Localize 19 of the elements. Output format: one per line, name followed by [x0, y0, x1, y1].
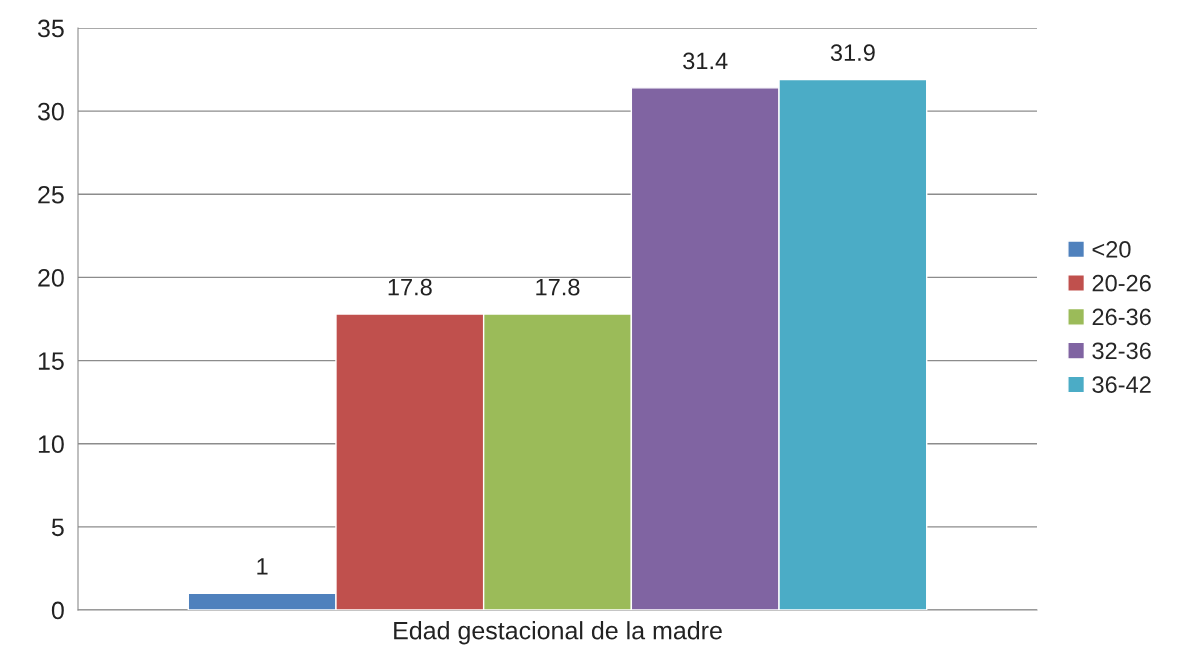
y-tick-label: 5 — [51, 518, 64, 537]
y-tick-label: 30 — [37, 102, 64, 121]
legend-label: 20-26 — [1092, 274, 1151, 292]
legend-label: 36-42 — [1092, 376, 1151, 393]
y-tick-label: 10 — [38, 435, 64, 454]
x-tick-label: Edad gestacional de la madre — [394, 621, 722, 645]
legend-label: 32-36 — [1092, 342, 1151, 360]
y-tick-label: 15 — [38, 352, 64, 370]
y-tick-label: 25 — [38, 185, 64, 204]
y-tick-label: 35 — [37, 19, 64, 38]
y-tick-label: 20 — [38, 269, 64, 287]
legend-label: <20 — [1092, 240, 1131, 258]
y-tick-label: 0 — [51, 601, 64, 620]
data-label: 17.8 — [388, 278, 432, 296]
data-label: 17.8 — [536, 278, 580, 296]
legend-label: 26-36 — [1092, 308, 1151, 326]
data-label: 31.4 — [683, 52, 728, 70]
data-label: 31.9 — [830, 44, 875, 61]
data-label: 1 — [257, 558, 268, 575]
